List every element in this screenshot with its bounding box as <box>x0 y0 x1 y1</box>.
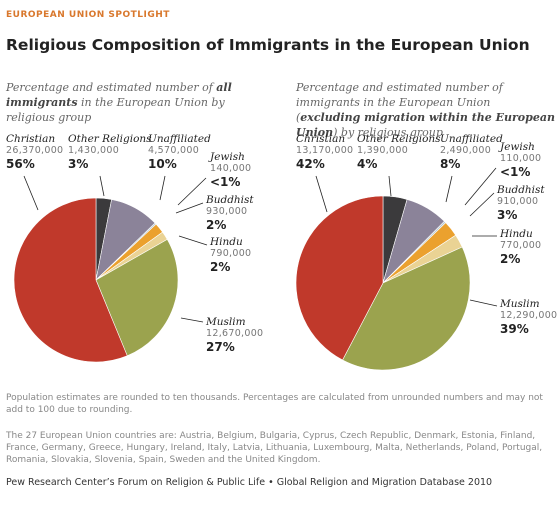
leader-line <box>99 175 105 197</box>
slice-label: Buddhist 930,000 2% <box>206 194 254 232</box>
category-label: Hindu <box>500 228 533 240</box>
estimate-label: 12,290,000 <box>500 310 558 321</box>
value-label: 2% <box>206 218 227 232</box>
leader-line <box>469 192 495 217</box>
note: The 27 European Union countries are: Aus… <box>6 431 543 465</box>
slice-label: Christian 26,370,000 56% <box>6 133 63 171</box>
subtitle: Percentage and estimated number of all i… <box>6 80 276 125</box>
estimate-label: 1,390,000 <box>357 145 409 156</box>
category-label: Other Religions <box>68 133 152 145</box>
value-label: 4% <box>357 157 378 171</box>
slice-label: Muslim 12,290,000 39% <box>500 298 557 336</box>
category-label: Unaffiliated <box>440 133 503 145</box>
category-label: Buddhist <box>206 194 254 206</box>
slice-label: Unaffiliated 2,490,000 8% <box>440 133 503 171</box>
value-label: 2% <box>500 252 521 266</box>
estimate-label: 110,000 <box>500 153 542 164</box>
slice-label: Hindu 790,000 2% <box>210 236 251 274</box>
estimate-label: 140,000 <box>210 163 252 174</box>
category-label: Christian <box>6 133 56 145</box>
estimate-label: 12,670,000 <box>206 328 264 339</box>
slice-label: Other Religions 1,390,000 4% <box>357 133 441 171</box>
slice-label: Muslim 12,670,000 27% <box>206 316 263 354</box>
subtitle-part: Percentage and estimated number of immig… <box>296 81 503 124</box>
value-label: 8% <box>440 157 461 171</box>
category-label: Christian <box>296 133 346 145</box>
subtitle-part: in the European Union by religious group <box>6 96 225 124</box>
pie-slice <box>295 195 384 361</box>
pie-slice <box>13 197 128 363</box>
leader-line <box>180 317 204 323</box>
leader-line <box>388 175 392 197</box>
value-label: 27% <box>206 340 235 354</box>
estimate-label: 2,490,000 <box>440 145 492 156</box>
slice-label: Buddhist 910,000 3% <box>497 184 545 222</box>
category-label: Muslim <box>500 298 540 310</box>
value-label: 2% <box>210 260 231 274</box>
slice-label: Other Religions 1,430,000 3% <box>68 133 152 171</box>
category-label: Muslim <box>206 316 246 328</box>
leader-line <box>23 175 39 211</box>
subtitle-part: Percentage and estimated number of <box>6 81 217 94</box>
kicker: EUROPEAN UNION SPOTLIGHT <box>6 10 170 20</box>
value-label: 3% <box>497 208 518 222</box>
value-label: 3% <box>68 157 89 171</box>
value-label: <1% <box>210 175 241 189</box>
category-label: Jewish <box>210 151 245 163</box>
slice-label: Jewish 110,000 <1% <box>500 141 541 179</box>
value-label: 10% <box>148 157 177 171</box>
source: Pew Research Center’s Forum on Religion … <box>6 477 493 488</box>
leader-line <box>159 175 166 201</box>
leader-line <box>464 167 497 206</box>
pie-slice <box>342 246 471 371</box>
leader-line <box>178 235 208 246</box>
pie-slice <box>95 239 179 357</box>
estimate-label: 910,000 <box>497 196 539 207</box>
slice-label: Hindu 770,000 2% <box>500 228 541 266</box>
estimate-label: 13,170,000 <box>296 145 354 156</box>
leader-line <box>175 202 204 214</box>
value-label: 39% <box>500 322 529 336</box>
subtitle-part: ) by religious group <box>333 126 443 139</box>
leader-line <box>469 299 498 307</box>
estimate-label: 26,370,000 <box>6 145 64 156</box>
leader-line <box>315 175 328 213</box>
estimate-label: 790,000 <box>210 248 252 259</box>
category-label: Other Religions <box>357 133 441 145</box>
category-label: Buddhist <box>497 184 545 196</box>
estimate-label: 4,570,000 <box>148 145 200 156</box>
estimate-label: 930,000 <box>206 206 248 217</box>
estimate-label: 770,000 <box>500 240 542 251</box>
leader-line <box>177 177 207 206</box>
category-label: Unaffiliated <box>148 133 211 145</box>
value-label: 56% <box>6 157 35 171</box>
category-label: Jewish <box>500 141 535 153</box>
slice-label: Unaffiliated 4,570,000 10% <box>148 133 211 171</box>
value-label: <1% <box>500 165 531 179</box>
title: Religious Composition of Immigrants in t… <box>6 36 530 54</box>
estimate-label: 1,430,000 <box>68 145 120 156</box>
category-label: Hindu <box>210 236 243 248</box>
leader-line <box>445 175 453 203</box>
subtitle-part: excluding migration within the European … <box>296 111 555 139</box>
slice-label: Christian 13,170,000 42% <box>296 133 353 171</box>
slice-label: Jewish 140,000 <1% <box>210 151 251 189</box>
value-label: 42% <box>296 157 325 171</box>
note: Population estimates are rounded to ten … <box>6 393 543 415</box>
subtitle-part: all immigrants <box>6 81 232 109</box>
subtitle: Percentage and estimated number of immig… <box>296 80 558 140</box>
